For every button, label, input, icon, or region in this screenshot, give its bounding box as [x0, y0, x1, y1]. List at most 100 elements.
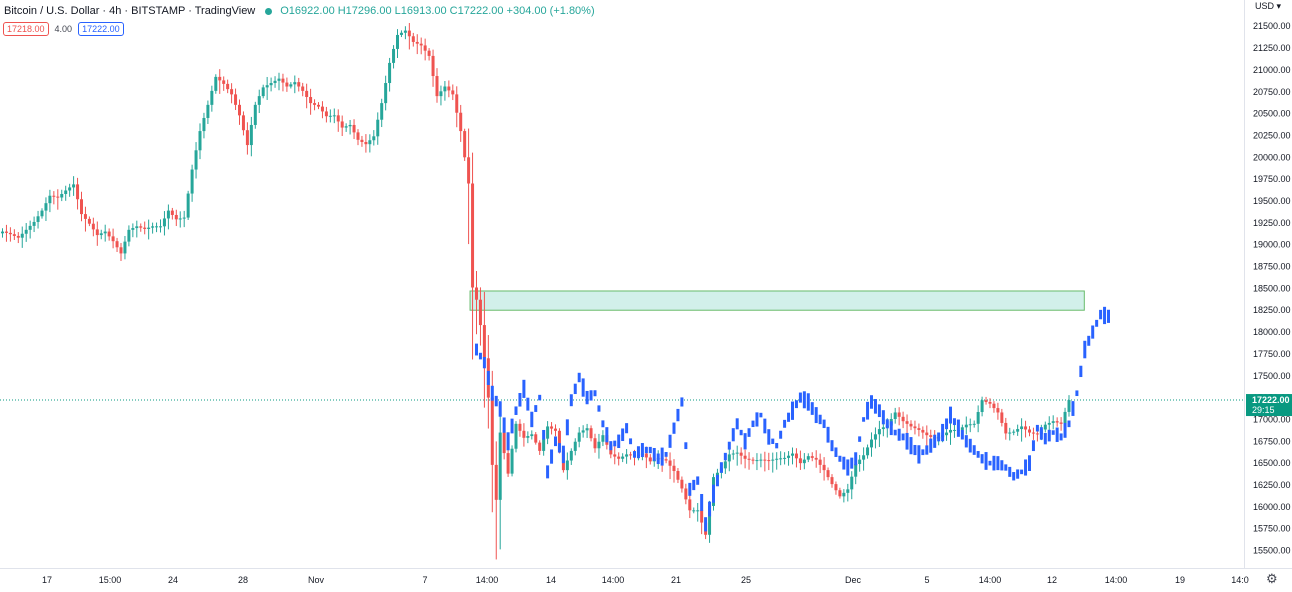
projection-bar — [988, 460, 992, 466]
time-tick-label: 12 — [1047, 575, 1057, 585]
projection-bar — [478, 352, 482, 360]
price-tick-label: 19250.00 — [1253, 218, 1291, 228]
price-tick-label: 21000.00 — [1253, 65, 1291, 75]
candle-body — [1055, 421, 1059, 423]
candle-body — [546, 426, 550, 439]
candle-body — [964, 424, 968, 428]
candle-body — [95, 229, 99, 236]
candle-body — [368, 140, 372, 145]
symbol-title[interactable]: Bitcoin / U.S. Dollar · 4h · BITSTAMP · … — [4, 5, 256, 17]
currency-selector[interactable]: USD ▾ — [1255, 1, 1282, 11]
candle-body — [364, 142, 368, 145]
projection-bar — [672, 422, 676, 434]
candle-body — [24, 229, 28, 234]
projection-bar — [866, 401, 870, 420]
candle-body — [1043, 424, 1047, 430]
ask-button[interactable]: 17222.00 — [78, 22, 124, 36]
projection-bar — [688, 482, 692, 496]
projection-bar — [893, 429, 897, 436]
bid-button[interactable]: 17218.00 — [3, 22, 49, 36]
candle-body — [1004, 422, 1008, 434]
candle-body — [676, 471, 680, 480]
projection-bar — [885, 419, 889, 429]
candle-body — [190, 169, 194, 194]
projection-bar — [554, 436, 557, 447]
projection-bar — [621, 428, 625, 442]
candle-body — [407, 30, 411, 37]
price-tick-label: 16750.00 — [1253, 436, 1291, 446]
candle-body — [664, 459, 668, 461]
projection-bar — [759, 412, 763, 418]
candle-body — [186, 193, 190, 218]
candle-body — [668, 460, 672, 466]
price-tick-label: 18500.00 — [1253, 283, 1291, 293]
projection-bar — [1087, 335, 1091, 346]
candle-body — [723, 461, 727, 469]
projection-bar — [1031, 440, 1035, 452]
candle-body — [1008, 432, 1012, 434]
candle-body — [317, 104, 320, 107]
resistance-zone[interactable] — [469, 290, 1085, 311]
candle-body — [881, 427, 885, 430]
projection-bar — [546, 465, 550, 479]
projection-bar — [763, 418, 767, 434]
projection-bar — [1063, 422, 1067, 438]
price-tick-label: 16500.00 — [1253, 458, 1291, 468]
candle-body — [794, 453, 798, 459]
projection-bar — [573, 383, 577, 395]
candle-body — [376, 119, 380, 137]
candle-body — [399, 32, 403, 35]
projection-bar — [482, 357, 486, 369]
candle-body — [360, 139, 364, 142]
candle-body — [56, 196, 60, 198]
candle-body — [60, 193, 64, 198]
candle-body — [968, 424, 972, 426]
price-tick-label: 17500.00 — [1253, 371, 1291, 381]
candle-body — [783, 457, 787, 459]
candle-body — [273, 80, 277, 84]
projection-bar — [577, 372, 581, 383]
candle-body — [858, 459, 862, 465]
candle-body — [289, 84, 293, 87]
projection-bar — [1075, 390, 1079, 397]
projection-bar — [854, 452, 858, 466]
candle-body — [542, 438, 546, 451]
projection-bar — [1028, 455, 1031, 472]
projection-bar — [1020, 469, 1024, 475]
projection-bar — [656, 453, 660, 465]
price-tick-label: 16250.00 — [1253, 480, 1291, 490]
candle-body — [747, 458, 751, 460]
projection-bar — [1059, 433, 1063, 441]
candle-body — [1031, 432, 1035, 434]
projection-bar — [530, 411, 534, 428]
candle-body — [107, 231, 111, 237]
projection-bar — [822, 419, 826, 429]
candle-body — [577, 432, 581, 442]
candle-body — [779, 458, 783, 460]
candle-body — [99, 233, 103, 236]
spread-value: 4.00 — [54, 24, 73, 34]
candle-body — [597, 441, 601, 449]
candle-body — [1020, 426, 1024, 430]
candle-body — [850, 476, 854, 490]
candle-body — [672, 465, 676, 472]
candle-body — [1028, 429, 1031, 433]
projection-bar — [708, 501, 712, 517]
candle-body — [1067, 400, 1071, 412]
time-tick-label: 14:0 — [1231, 575, 1249, 585]
candle-body — [980, 400, 984, 413]
projection-bar — [1095, 319, 1099, 327]
projection-bar — [727, 441, 731, 450]
projection-bar — [909, 437, 913, 455]
projection-bar — [609, 441, 613, 451]
projection-bar — [475, 343, 478, 356]
price-tick-label: 18000.00 — [1253, 327, 1291, 337]
candle-body — [573, 441, 577, 451]
gear-icon[interactable]: ⚙ — [1266, 571, 1278, 586]
projection-bar — [913, 444, 917, 456]
projection-bar — [640, 443, 644, 458]
projection-bar — [1107, 309, 1110, 323]
candle-body — [392, 48, 396, 63]
